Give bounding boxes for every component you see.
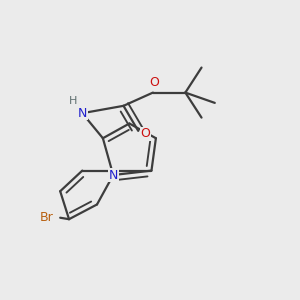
Text: N: N bbox=[109, 169, 118, 182]
Text: H: H bbox=[69, 96, 78, 106]
Text: O: O bbox=[141, 127, 151, 140]
Text: O: O bbox=[149, 76, 159, 89]
Text: Br: Br bbox=[40, 211, 54, 224]
Text: N: N bbox=[78, 107, 87, 120]
